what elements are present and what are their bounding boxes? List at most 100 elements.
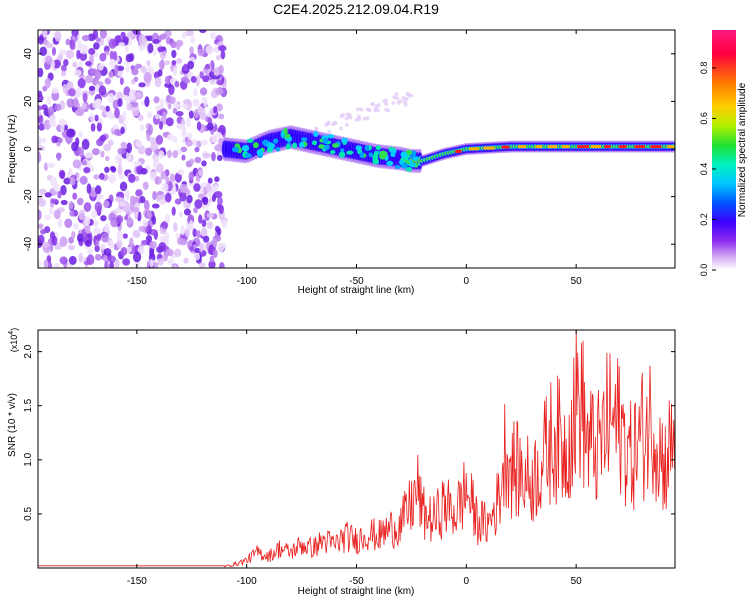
spectrogram-noise-cell <box>51 235 58 246</box>
spectrogram-noise-cell <box>169 173 175 183</box>
spectrogram-noise-cell <box>214 225 220 233</box>
spectrogram-noise-cell <box>179 183 188 194</box>
spectrogram-faint-cell <box>314 126 319 131</box>
spectrogram-band-blob <box>241 144 250 152</box>
spectrogram-noise-cell <box>214 176 220 183</box>
spectrogram-noise-cell <box>167 133 175 141</box>
spectrogram-noise-cell <box>189 245 195 252</box>
spectrogram-noise-cell <box>134 63 143 69</box>
spectrogram-noise-cell <box>126 103 133 111</box>
spectrogram-noise-cell <box>133 160 142 167</box>
spectrogram-noise-cell <box>217 196 223 206</box>
spectrogram-peak-dash <box>577 145 589 149</box>
spectrogram-band-blob <box>313 131 319 137</box>
spectrogram-noise-cell <box>78 131 84 138</box>
spectrogram-noise-cell <box>76 86 82 98</box>
spectrogram-faint-cell <box>355 107 360 112</box>
spectrogram-noise-cell <box>161 182 169 192</box>
spectrogram-noise-cell <box>100 215 107 222</box>
spectrogram-noise-cell <box>68 255 77 265</box>
spectrogram-noise-cell <box>174 80 180 88</box>
spectrogram-noise-cell <box>89 113 95 123</box>
spectrogram-band-blob <box>231 146 239 153</box>
spectrogram-noise-cell <box>54 30 62 42</box>
spectrogram-noise-cell <box>126 246 132 253</box>
spectrogram-noise-cell <box>114 154 123 164</box>
spectrogram-noise-cell <box>174 248 182 258</box>
spectrogram-faint-cell <box>344 122 349 127</box>
spectrogram-noise-cell <box>199 112 207 121</box>
spectrogram-noise-cell <box>115 215 124 224</box>
spectrogram-noise-cell <box>165 176 170 185</box>
spectrogram-noise-cell <box>47 106 55 116</box>
spectrogram-noise-cell <box>81 102 87 110</box>
spectrogram-noise-cell <box>172 135 178 144</box>
spectrogram-noise-cell <box>45 77 51 89</box>
spectrogram-noise-cell <box>189 219 194 230</box>
spectrogram-faint-cell <box>398 99 403 104</box>
spectrogram-noise-cell <box>144 96 150 108</box>
spectrogram-noise-cell <box>57 190 62 199</box>
spectrogram-noise-cell <box>42 85 48 92</box>
spectrogram-noise-cell <box>82 92 88 103</box>
spectrogram-noise-cell <box>190 76 197 83</box>
spectrogram-noise-cell <box>175 111 184 117</box>
spectrogram-noise-cell <box>129 195 136 203</box>
spectrogram-noise-cell <box>38 105 43 111</box>
spectrogram-peak-dash <box>455 149 462 153</box>
spectrogram-band-blob <box>375 145 381 151</box>
spectrogram-noise-cell <box>171 49 177 59</box>
spectrogram-band-blob <box>341 137 348 144</box>
spectrogram-noise-cell <box>47 262 53 268</box>
spectrogram-noise-cell <box>65 38 70 46</box>
spectrogram-noise-cell <box>172 66 178 77</box>
spectrogram-noise-cell <box>160 33 167 40</box>
colorbar-tick-label: 0.6 <box>699 112 709 125</box>
spectrogram-noise-cell <box>88 47 96 55</box>
spectrogram-noise-cell <box>81 34 91 42</box>
spectrogram-noise-cell <box>115 196 123 203</box>
spectrogram-noise-cell <box>71 231 76 239</box>
spectrogram-noise-cell <box>58 49 67 56</box>
spectrogram-noise-cell <box>193 183 201 192</box>
spectrogram-noise-cell <box>131 105 140 117</box>
spectrogram-noise-cell <box>84 152 93 159</box>
spectrogram-noise-cell <box>170 41 178 49</box>
spectrogram-noise-cell <box>186 116 191 128</box>
spectrogram-noise-cell <box>42 137 47 144</box>
spectrogram-band-blob <box>244 153 252 159</box>
spectrogram-band-blob <box>318 144 325 149</box>
spectrogram-noise-cell <box>195 75 200 87</box>
spectrogram-noise-cell <box>162 111 167 119</box>
spectrogram-noise-cell <box>78 146 84 158</box>
spectrogram-noise-cell <box>81 139 90 150</box>
spectrogram-noise-cell <box>118 42 126 48</box>
spectrogram-band-blob <box>339 148 345 153</box>
spectrogram-ytick-label: -40 <box>23 237 34 252</box>
spectrogram-noise-cell <box>152 39 160 45</box>
spectrogram-band-blob <box>272 138 279 144</box>
spectrogram-noise-cell <box>104 223 110 235</box>
spectrogram-noise-cell <box>42 30 48 38</box>
spectrogram-noise-cell <box>197 105 203 116</box>
spectrogram-noise-cell <box>38 94 44 103</box>
spectrogram-noise-cell <box>183 98 192 105</box>
spectrogram-noise-cell <box>77 39 82 51</box>
spectrogram-noise-cell <box>148 124 153 136</box>
spectrogram-noise-cell <box>117 164 123 176</box>
spectrogram-noise-cell <box>180 146 188 153</box>
spectrogram-noise-cell <box>204 63 211 70</box>
spectrogram-band-blob <box>405 149 412 155</box>
spectrogram-peak-dash <box>535 145 543 149</box>
spectrogram-noise-cell <box>120 141 127 149</box>
spectrogram-noise-cell <box>76 49 81 60</box>
spectrogram-band-blob <box>389 148 397 154</box>
spectrogram-noise-cell <box>122 233 128 239</box>
spectrogram-noise-cell <box>82 160 88 166</box>
spectrogram-noise-cell <box>84 223 91 234</box>
spectrogram-noise-cell <box>167 103 172 110</box>
spectrogram-noise-cell <box>60 64 67 72</box>
spectrogram-noise-cell <box>194 156 202 164</box>
colorbar-gradient <box>712 30 736 270</box>
spectrogram-noise-cell <box>65 49 75 59</box>
